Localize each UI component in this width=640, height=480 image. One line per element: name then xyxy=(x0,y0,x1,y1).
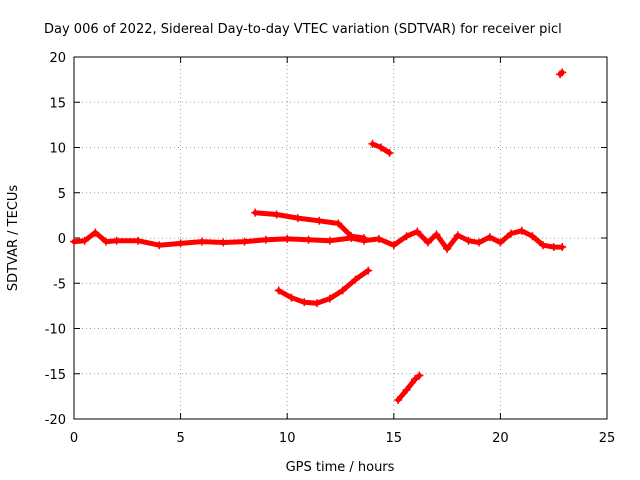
data-point-marker xyxy=(300,298,309,307)
x-axis-label: GPS time / hours xyxy=(286,460,395,475)
data-point-marker xyxy=(385,148,394,157)
series-segment-minus17 xyxy=(394,371,424,404)
data-point-marker xyxy=(293,214,302,223)
data-points xyxy=(70,68,567,404)
data-point-marker xyxy=(443,244,452,253)
data-point-marker xyxy=(368,139,377,148)
data-point-marker xyxy=(338,286,347,295)
data-point-marker xyxy=(496,238,505,247)
y-tick-label: -10 xyxy=(45,323,66,338)
axis-ticks: 0 5 10 15 20 25 -20 -15 -10 -5 0 5 10 15 20 xyxy=(45,51,616,446)
x-tick-label: 10 xyxy=(279,431,296,446)
x-tick-label: 5 xyxy=(176,431,184,446)
y-tick-label: -5 xyxy=(53,277,66,292)
data-point-marker xyxy=(413,227,422,236)
data-point-marker xyxy=(415,371,424,380)
data-point-marker xyxy=(325,294,334,303)
data-point-marker xyxy=(475,238,484,247)
x-tick-label: 15 xyxy=(386,431,403,446)
y-tick-label: 10 xyxy=(49,142,66,157)
data-point-marker xyxy=(411,375,420,384)
y-tick-label: -15 xyxy=(45,368,66,383)
data-point-marker xyxy=(528,232,537,241)
series-line xyxy=(252,210,367,241)
data-point-marker xyxy=(517,226,526,235)
data-point-marker xyxy=(176,239,185,248)
y-tick-label: 0 xyxy=(58,232,66,247)
series-line xyxy=(71,228,565,252)
data-point-marker xyxy=(402,232,411,241)
data-point-marker xyxy=(364,266,373,275)
data-point-marker xyxy=(453,231,462,240)
data-point-marker xyxy=(313,299,322,308)
data-point-marker xyxy=(347,232,356,241)
data-point-marker xyxy=(374,234,383,243)
x-tick-label: 25 xyxy=(599,431,616,446)
data-point-marker xyxy=(80,236,89,245)
data-point-marker xyxy=(334,219,343,228)
data-point-marker xyxy=(359,234,368,242)
data-point-marker xyxy=(283,234,292,243)
y-tick-label: 20 xyxy=(49,51,66,66)
data-point-marker xyxy=(464,236,473,245)
data-point-marker xyxy=(197,237,206,246)
data-point-marker xyxy=(539,241,548,250)
data-point-marker xyxy=(287,293,296,302)
series-line xyxy=(395,373,422,403)
y-axis-label: SDTVAR / TECUs xyxy=(6,185,21,292)
data-point-marker xyxy=(240,237,249,246)
data-point-marker xyxy=(351,275,360,284)
data-point-marker xyxy=(155,241,164,250)
series-segment-10 xyxy=(368,139,394,157)
data-point-marker xyxy=(402,386,411,395)
data-point-marker xyxy=(70,237,78,246)
data-point-marker xyxy=(507,229,516,238)
data-point-marker xyxy=(485,233,494,242)
y-tick-label: 5 xyxy=(58,187,66,202)
series-band-near-zero xyxy=(70,226,567,253)
series-arc-lower xyxy=(274,266,373,308)
series-point-18 xyxy=(556,68,567,79)
data-point-marker xyxy=(133,236,142,245)
data-point-marker xyxy=(304,235,313,244)
data-point-marker xyxy=(251,208,260,217)
data-point-marker xyxy=(432,230,441,239)
x-tick-label: 0 xyxy=(70,431,78,446)
data-point-marker xyxy=(261,235,270,244)
data-point-marker xyxy=(219,238,228,247)
data-point-marker xyxy=(389,241,398,250)
data-point-marker xyxy=(274,286,283,295)
data-point-marker xyxy=(558,243,567,252)
chart-title: Day 006 of 2022, Sidereal Day-to-day VTE… xyxy=(44,22,562,37)
data-point-marker xyxy=(112,236,121,245)
y-tick-label: -20 xyxy=(45,413,66,428)
data-point-marker xyxy=(325,236,334,245)
data-point-marker xyxy=(315,216,324,225)
series-arc-upper-mid xyxy=(251,208,368,242)
data-point-marker xyxy=(272,210,281,219)
data-point-marker xyxy=(101,237,110,246)
y-tick-label: 15 xyxy=(49,96,66,111)
x-tick-label: 20 xyxy=(492,431,509,446)
data-point-marker xyxy=(558,68,567,77)
data-point-marker xyxy=(549,243,558,252)
data-point-marker xyxy=(423,238,432,247)
data-point-marker xyxy=(91,228,100,237)
data-point-marker xyxy=(394,395,403,404)
data-point-marker xyxy=(377,143,386,152)
